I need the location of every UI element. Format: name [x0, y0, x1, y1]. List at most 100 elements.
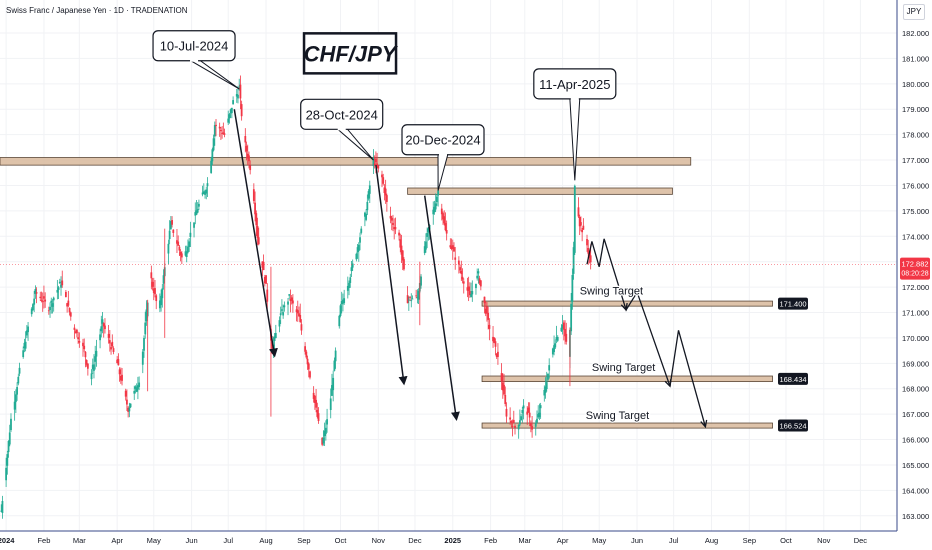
candle-body [134, 386, 137, 389]
candle-body [511, 426, 514, 428]
down-arrow [233, 109, 278, 358]
candle-body [548, 365, 551, 371]
candle-body [340, 301, 343, 305]
candle-body [51, 303, 54, 307]
candle-body [451, 245, 454, 249]
candle-body [179, 252, 182, 256]
x-tick-label: Nov [372, 536, 386, 545]
candle-body [93, 364, 95, 371]
candle-body [118, 369, 121, 375]
candle-body [1, 500, 4, 514]
candle-body [168, 230, 171, 240]
candle-body [556, 336, 559, 341]
candle-body [77, 337, 80, 340]
candle-body [547, 373, 549, 380]
candle-body [580, 222, 582, 226]
candle-body [466, 287, 469, 291]
candle-body [322, 437, 325, 444]
candle-body [477, 271, 480, 274]
candle-body [14, 394, 17, 403]
candle-body [539, 405, 542, 409]
candle-body [360, 228, 363, 233]
candle-body [454, 257, 457, 260]
y-tick-label: 167.000 [902, 410, 929, 419]
candle-body [195, 210, 198, 215]
x-tick-label: May [592, 536, 606, 545]
candle-body [126, 399, 128, 405]
candle-body [537, 414, 540, 418]
candle-body [442, 213, 444, 220]
swing-target-label: Swing Target [592, 362, 655, 374]
candle-body [393, 227, 396, 229]
candle-body [111, 341, 114, 347]
candle-body [560, 327, 563, 332]
candle-body [227, 118, 230, 123]
y-tick-label: 180.000 [902, 80, 929, 89]
candle-body [39, 296, 42, 299]
candle-body [201, 192, 204, 195]
candle-body [289, 298, 292, 302]
candle-body [433, 206, 436, 213]
candle-body [44, 299, 47, 302]
candle-body [74, 331, 77, 334]
candle-body [349, 277, 352, 283]
candle-body [479, 280, 482, 287]
candle-body [204, 191, 206, 195]
candle-body [16, 387, 18, 395]
y-tick-label: 176.000 [902, 181, 929, 190]
candle-body [22, 350, 25, 358]
candle-body [555, 337, 558, 340]
candle-body [230, 107, 233, 114]
candle-body [332, 377, 335, 391]
y-tick-label: 174.000 [902, 232, 929, 241]
candle-body [211, 149, 214, 162]
candle-body [257, 237, 260, 245]
candle-body [57, 287, 60, 290]
candle-body [476, 275, 479, 279]
x-tick-label: 2025 [444, 536, 461, 545]
countdown-value: 08:20:28 [901, 271, 928, 278]
x-tick-label: Sep [743, 536, 756, 545]
candle-body [304, 346, 307, 352]
candle-body [544, 386, 547, 393]
currency-button[interactable]: JPY [903, 4, 925, 20]
candle-body [331, 385, 333, 396]
candle-body [551, 348, 554, 355]
candle-body [23, 342, 26, 349]
candle-body [415, 295, 418, 297]
candle-body [457, 260, 460, 265]
candle-body [373, 163, 376, 166]
candle-body [359, 237, 361, 243]
x-tick-label: Mar [518, 536, 531, 545]
candle-body [278, 320, 281, 327]
candle-body [5, 467, 8, 481]
pair-title-box [302, 32, 398, 75]
candle-body [444, 223, 447, 231]
candle-body [500, 373, 503, 382]
candle-body [504, 394, 507, 404]
candle-body [534, 423, 537, 427]
candle-body [167, 243, 170, 254]
candle-body [137, 385, 139, 390]
candle-body [538, 412, 541, 418]
candle-body [483, 296, 486, 304]
target-price-value: 168.434 [779, 375, 806, 384]
candle-body [290, 297, 293, 301]
candle-body [409, 297, 411, 298]
candle-body [73, 327, 76, 330]
candles [0, 75, 592, 519]
support-zone [481, 422, 773, 429]
candle-body [68, 307, 71, 313]
y-tick-label: 168.000 [902, 385, 929, 394]
candle-body [274, 332, 277, 339]
candle-body [300, 324, 303, 331]
candle-body [50, 300, 53, 303]
candle-body [271, 341, 274, 354]
candle-body [119, 375, 122, 381]
y-tick-label: 171.000 [902, 309, 929, 318]
candle-body [417, 291, 420, 300]
candle-body [229, 109, 232, 114]
candle-body [321, 437, 324, 445]
candle-body [299, 314, 302, 322]
